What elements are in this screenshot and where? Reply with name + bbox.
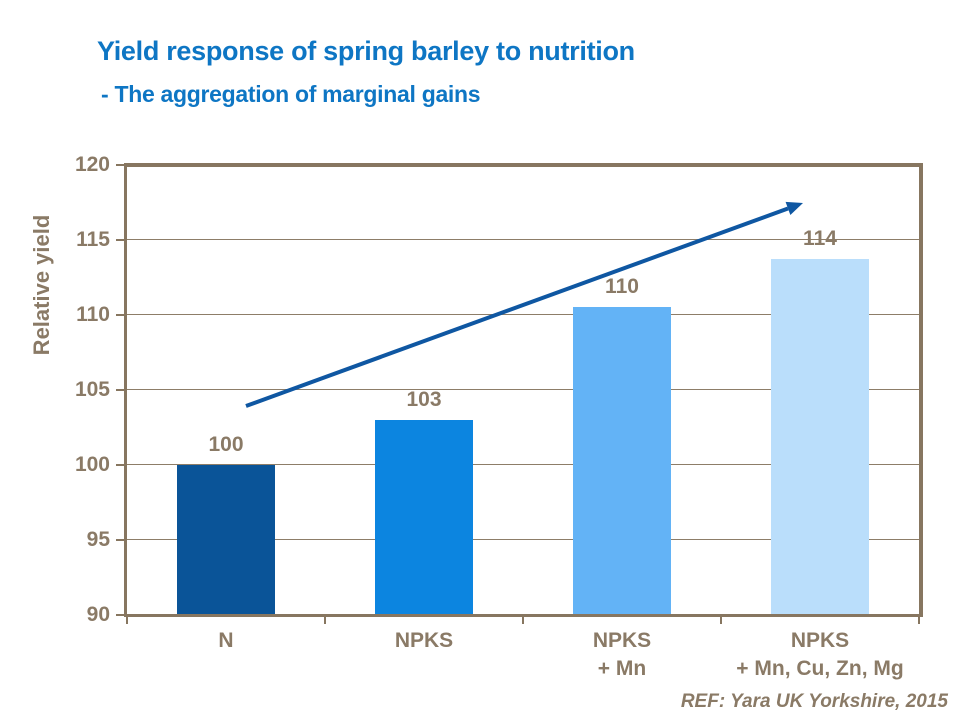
reference-text: REF: Yara UK Yorkshire, 2015 <box>680 691 948 712</box>
bar-value-label: 100 <box>208 432 244 456</box>
page-subtitle: - The aggregation of marginal gains <box>101 81 481 107</box>
y-axis-tick <box>116 463 127 466</box>
page-title: Yield response of spring barley to nutri… <box>97 36 635 66</box>
grid-line-100 <box>127 464 919 466</box>
y-axis-tick-label: 90 <box>86 602 110 626</box>
x-axis-tick <box>720 617 722 624</box>
x-category-label: NPKS <box>294 627 554 655</box>
x-category-label-line: + Mn <box>597 657 647 680</box>
x-category-label: N <box>96 627 356 655</box>
bar-n-0 <box>177 464 275 614</box>
bar-value-label: 114 <box>803 227 837 251</box>
y-axis-tick-label: 105 <box>74 377 110 401</box>
x-axis-tick <box>324 617 326 624</box>
bar-npks-3 <box>771 259 869 614</box>
x-category-label-line: NPKS <box>790 629 850 652</box>
bar-npks-1 <box>375 419 473 614</box>
y-axis-tick-label: 120 <box>74 153 110 176</box>
x-category-label-line: NPKS <box>592 629 652 652</box>
x-axis-tick <box>522 617 524 624</box>
x-axis-tick <box>918 617 920 624</box>
grid-line-115 <box>127 239 919 241</box>
y-axis-tick <box>116 538 127 541</box>
y-axis-tick-label: 115 <box>76 227 110 251</box>
bar-value-label: 110 <box>605 275 639 299</box>
y-axis-tick <box>116 613 127 616</box>
x-axis-tick <box>126 617 128 624</box>
x-category-label: NPKS + Mn <box>492 627 752 683</box>
y-axis-tick <box>116 313 127 316</box>
y-axis-tick-label: 95 <box>86 527 110 551</box>
grid-line-95 <box>127 539 919 541</box>
x-category-label: NPKS + Mn, Cu, Zn, Mg <box>690 627 950 683</box>
y-axis-tick <box>116 164 127 166</box>
y-axis-tick <box>116 388 127 391</box>
bar-npks-2 <box>573 307 671 614</box>
y-axis-tick-label: 110 <box>76 302 110 326</box>
x-category-label-line: + Mn, Cu, Zn, Mg <box>736 657 904 680</box>
y-axis-tick-label: 100 <box>74 452 110 476</box>
x-category-label-line: N <box>218 629 234 652</box>
y-axis-tick <box>116 238 127 241</box>
bar-value-label: 103 <box>406 387 442 411</box>
x-category-label-line: NPKS <box>394 629 454 652</box>
